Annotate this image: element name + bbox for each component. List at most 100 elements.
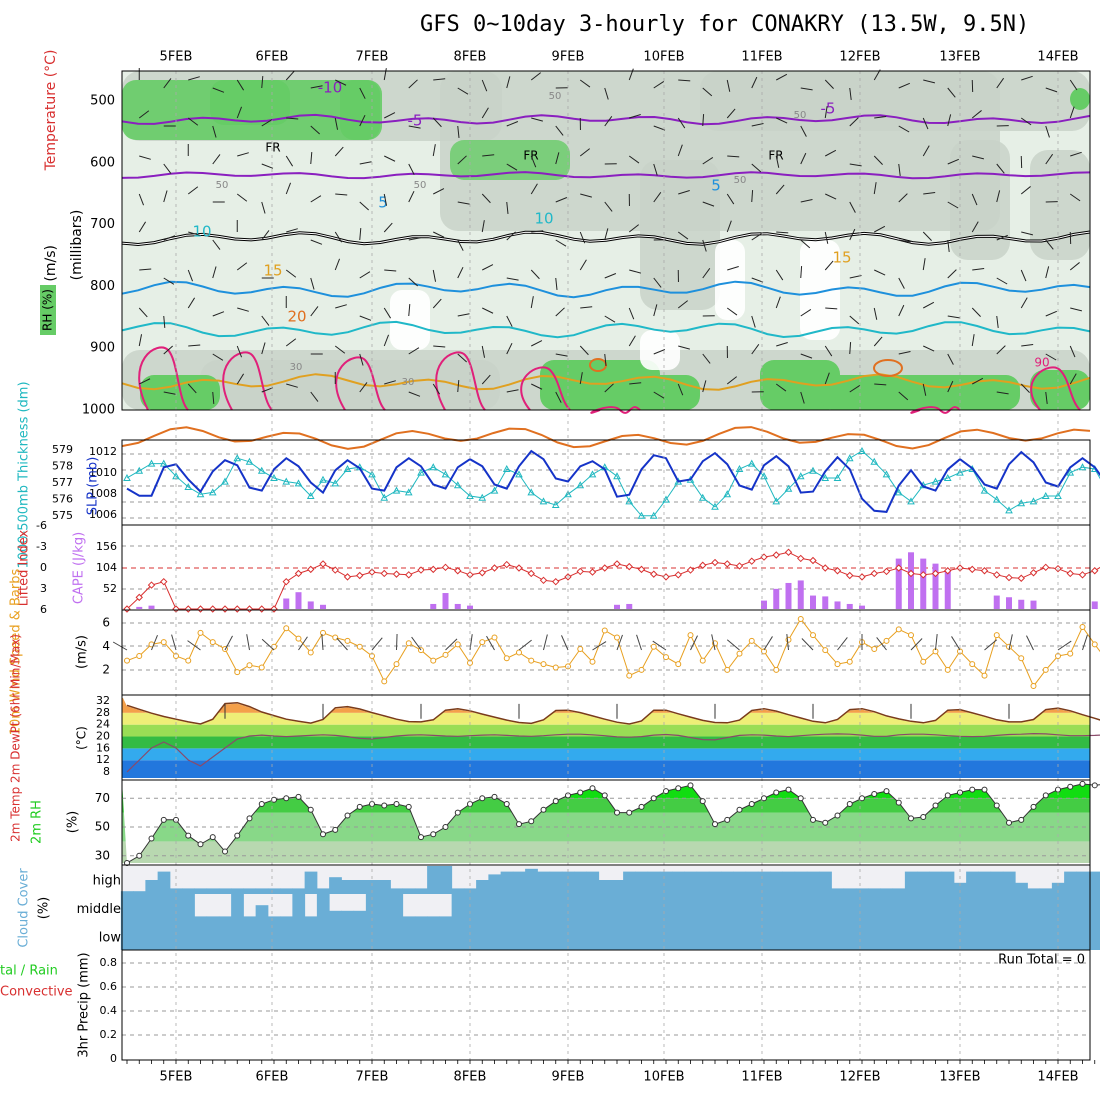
rh-2m-line-marker xyxy=(382,803,387,808)
contour-label: 50 xyxy=(216,180,229,191)
cloud-cover-middle xyxy=(1003,894,1016,922)
wind-barb-10m xyxy=(225,636,233,650)
wind-speed-line-marker xyxy=(700,658,705,663)
cloud-cover-middle xyxy=(929,894,942,922)
wind-speed-line-marker xyxy=(137,653,142,658)
lifted-index-line-marker xyxy=(651,571,657,577)
cape-bar xyxy=(1092,601,1098,609)
cloud-cover-low xyxy=(795,922,808,950)
cloud-cover-high xyxy=(942,872,955,894)
wind-tick-label: 4 xyxy=(102,639,110,653)
rh-2m-line-marker xyxy=(811,817,816,822)
cloud-cover-middle xyxy=(942,894,955,922)
cape-tick-label: 104 xyxy=(96,561,117,574)
cloud-cover-low xyxy=(880,922,893,950)
cloud-cover-low xyxy=(966,922,979,950)
pressure-axis-label: (millibars) xyxy=(69,210,85,281)
rh-2m-line-marker xyxy=(186,833,191,838)
cloud-cover-middle xyxy=(439,916,452,922)
rh-2m-line-marker xyxy=(884,789,889,794)
cloud-cover-high xyxy=(648,872,661,894)
wind-speed-line-marker xyxy=(541,662,546,667)
cloud-cover-high xyxy=(194,888,207,894)
rh-tick-label: 50 xyxy=(95,820,110,834)
lifted-index-line-marker xyxy=(222,606,228,612)
cloud-cover-high xyxy=(133,891,146,894)
wind-barb-10m xyxy=(952,636,960,650)
rh-2m-line-marker xyxy=(602,793,607,798)
cape-bar xyxy=(614,605,620,609)
cloud-cover-high xyxy=(207,888,220,894)
wind-speed-line-marker xyxy=(480,640,485,645)
contour-label: FR xyxy=(265,141,280,155)
cloud-cover-high xyxy=(305,872,318,894)
rh-2m-line-marker xyxy=(321,832,326,837)
cloud-cover-high xyxy=(660,872,673,894)
chart-title: GFS 0~10day 3-hourly for CONAKRY (13.5W,… xyxy=(420,12,1029,37)
cloud-cover-low xyxy=(905,922,918,950)
rh-2m-line-marker xyxy=(492,794,497,799)
run-total-label: Run Total = 0 xyxy=(998,953,1085,968)
cloud-cover-high xyxy=(709,872,722,894)
pressure-tick-label: 900 xyxy=(90,341,115,356)
precip-panel-frame xyxy=(122,950,1090,1060)
lifted-index-line-marker xyxy=(1018,575,1024,581)
contour-label: 50 xyxy=(549,91,562,102)
wind-barb-10m xyxy=(838,637,848,650)
cloud-cover-middle xyxy=(550,894,563,922)
precip-legend-rain: tal / Rain xyxy=(0,964,58,979)
cloud-cover-low xyxy=(942,922,955,950)
wind-speed-line-marker xyxy=(553,665,558,670)
wind-speed-line-marker xyxy=(443,652,448,657)
wind-speed-line-marker xyxy=(945,667,950,672)
rh-2m-line-marker xyxy=(847,802,852,807)
cape-bar xyxy=(443,593,449,609)
temp2m-units-label: (°C) xyxy=(75,726,89,750)
cape-bar xyxy=(822,596,828,609)
rh-2m-line-marker xyxy=(798,796,803,801)
cloud-cover-high xyxy=(488,874,501,894)
cloud-cover-high xyxy=(415,888,428,894)
cloud-cover-middle xyxy=(537,894,550,922)
cloud-cover-middle xyxy=(1027,894,1040,922)
rh-2m-line-marker xyxy=(909,816,914,821)
precip-tick-label: 0.4 xyxy=(100,1004,118,1017)
cloud-cover-high xyxy=(403,888,416,894)
cape-bar xyxy=(810,596,816,609)
cloud-cover-low xyxy=(415,922,428,950)
cloud-cover-middle xyxy=(966,894,979,922)
pressure-tick-label: 1000 xyxy=(82,403,115,418)
cloud-cover-high xyxy=(880,888,893,894)
rh-2m-line-marker xyxy=(406,804,411,809)
contour-label: 30 xyxy=(290,362,303,373)
cloud-cover-low xyxy=(133,922,146,950)
wind-speed-line-marker xyxy=(602,628,607,633)
cloud-cover-high xyxy=(991,872,1004,894)
rh-2m-line-marker xyxy=(1007,820,1012,825)
rh-2m-line-marker xyxy=(149,836,154,841)
thickness-line xyxy=(127,451,1100,516)
rh-tick-label: 70 xyxy=(95,791,110,805)
cloud-cover-middle xyxy=(721,894,734,922)
wind-speed-line-marker xyxy=(676,662,681,667)
temp-color-band xyxy=(122,737,1090,749)
slp-axis-label: SLP (mb) xyxy=(86,457,101,516)
cloud-cover-low xyxy=(672,922,685,950)
cloud-cover-middle xyxy=(684,894,697,922)
cloud-level-label: low xyxy=(99,931,122,946)
lifted-index-line-marker xyxy=(1043,564,1049,570)
cloud-cover-middle xyxy=(991,894,1004,922)
wind-barb-10m xyxy=(1026,636,1033,650)
cloud-cover-high xyxy=(599,880,612,894)
li-tick-label: -6 xyxy=(36,519,47,532)
cloud-cover-high xyxy=(844,888,857,894)
rh-2m-line-marker xyxy=(517,822,522,827)
cloud-cover-middle xyxy=(354,911,367,922)
cloud-cover-high xyxy=(280,888,293,894)
rh-2m-line-marker xyxy=(1043,793,1048,798)
cloud-cover-low xyxy=(819,922,832,950)
cloud-cover-low xyxy=(439,922,452,950)
cloud-cover-middle xyxy=(574,894,587,922)
wind-speed-line-marker xyxy=(896,627,901,632)
